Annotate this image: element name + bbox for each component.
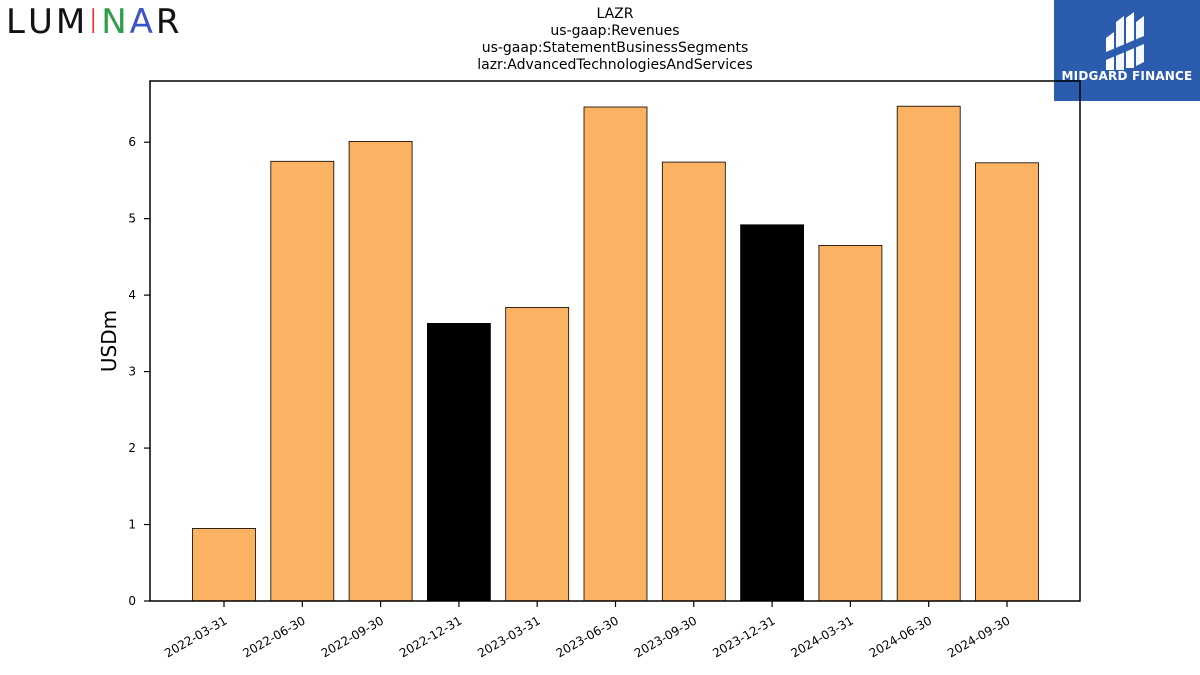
bars-group bbox=[192, 105, 1039, 602]
y-tick-label: 2 bbox=[128, 441, 136, 455]
luminar-logo-letter: M bbox=[55, 2, 89, 42]
bar-2024-06-30 bbox=[896, 105, 961, 602]
y-tick-label: 4 bbox=[128, 288, 136, 302]
x-tick-label: 2024-09-30 bbox=[945, 613, 1012, 660]
midgard-finance-wordmark: MIDGARD FINANCE bbox=[1061, 69, 1193, 83]
bar-2022-12-31 bbox=[426, 322, 491, 602]
luminar-logo: LUMINAR bbox=[6, 2, 183, 42]
x-tick-label: 2022-12-31 bbox=[397, 613, 464, 660]
x-tick-label: 2022-06-30 bbox=[240, 613, 307, 660]
luminar-logo-letter: I bbox=[88, 2, 102, 42]
luminar-logo-letter: U bbox=[27, 2, 56, 42]
midgard-finance-logo-icon bbox=[1106, 12, 1144, 70]
bar-2022-03-31 bbox=[192, 528, 256, 602]
x-tick-label: 2023-09-30 bbox=[632, 613, 699, 660]
luminar-logo-letter: R bbox=[155, 2, 183, 42]
chart-title: LAZR us-gaap:Revenues us-gaap:StatementB… bbox=[365, 6, 865, 74]
x-tick-label: 2023-12-31 bbox=[710, 613, 777, 660]
y-tick-label: 0 bbox=[128, 594, 136, 608]
y-tick-label: 3 bbox=[128, 365, 136, 379]
bar-2023-06-30 bbox=[583, 106, 648, 602]
x-axis: 2022-03-31 2022-06-30 2022-09-30 2022-12-31… bbox=[162, 601, 1013, 660]
luminar-logo-letter: N bbox=[101, 2, 130, 42]
x-tick-label: 2023-06-30 bbox=[554, 613, 621, 660]
luminar-logo-letter: A bbox=[129, 2, 156, 42]
y-tick-label: 5 bbox=[128, 212, 136, 226]
bar-2023-12-31 bbox=[740, 224, 804, 602]
y-tick-label: 1 bbox=[128, 518, 136, 532]
y-tick-label: 6 bbox=[128, 135, 136, 149]
chart-title-line-1: LAZR bbox=[596, 6, 634, 22]
bar-2022-06-30 bbox=[270, 160, 335, 602]
y-axis: 0 1 2 3 4 5 6 bbox=[128, 135, 150, 608]
x-tick-label: 2024-03-31 bbox=[788, 613, 855, 660]
bar-2024-03-31 bbox=[818, 244, 883, 602]
chart-title-line-3: us-gaap:StatementBusinessSegments bbox=[481, 40, 749, 56]
chart-title-line-4: lazr:AdvancedTechnologiesAndServices bbox=[477, 57, 753, 73]
bar-2024-09-30 bbox=[975, 162, 1039, 602]
bar-2022-09-30 bbox=[348, 140, 413, 602]
bar-2023-09-30 bbox=[661, 161, 726, 602]
x-tick-label: 2022-03-31 bbox=[162, 613, 229, 660]
midgard-finance-logo: MIDGARD FINANCE bbox=[1054, 0, 1200, 101]
x-tick-label: 2023-03-31 bbox=[475, 613, 542, 660]
x-tick-label: 2022-09-30 bbox=[319, 613, 386, 660]
bar-2023-03-31 bbox=[505, 306, 570, 602]
chart-title-line-2: us-gaap:Revenues bbox=[550, 23, 680, 39]
x-tick-label: 2024-06-30 bbox=[867, 613, 934, 660]
y-axis-label: USDm bbox=[97, 310, 121, 372]
luminar-logo-letter: L bbox=[6, 2, 28, 42]
